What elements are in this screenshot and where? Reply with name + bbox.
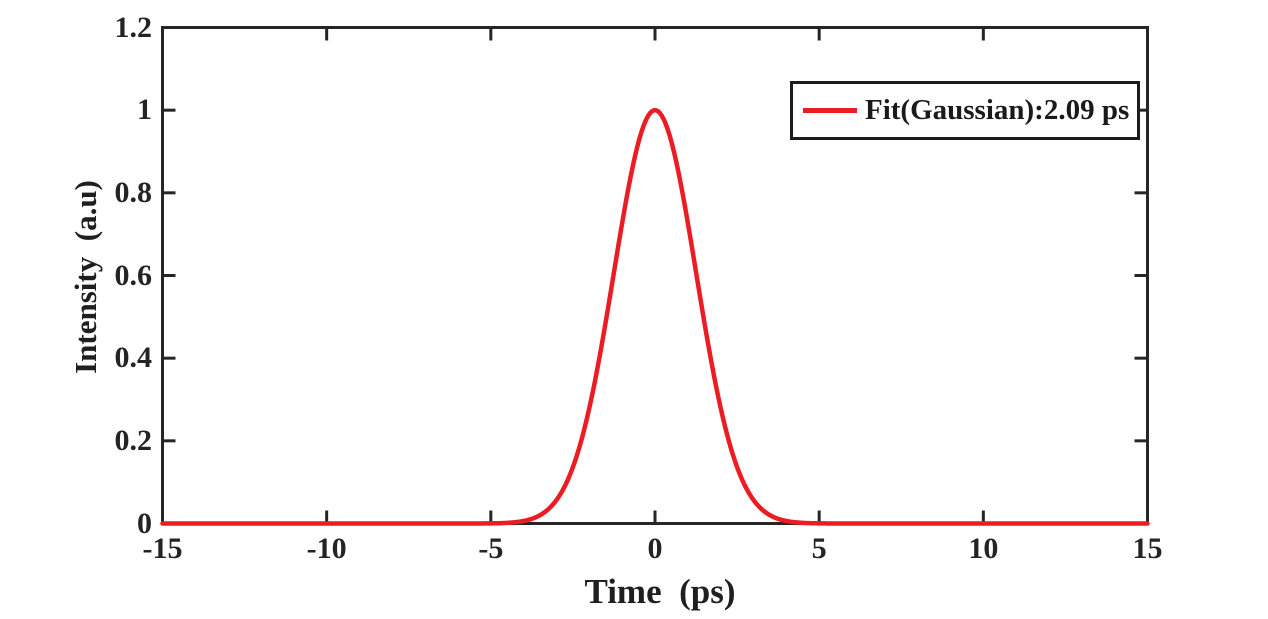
gaussian-fit-curve xyxy=(160,107,1150,526)
x-axis-label: Time (ps) xyxy=(584,572,736,611)
legend-box: Fit(Gaussian):2.09 ps xyxy=(790,81,1140,140)
y-axis-label: Intensity (a.u) xyxy=(68,180,103,374)
legend-line-sample xyxy=(803,108,857,113)
legend-entry-label: Fit(Gaussian):2.09 ps xyxy=(865,94,1130,126)
